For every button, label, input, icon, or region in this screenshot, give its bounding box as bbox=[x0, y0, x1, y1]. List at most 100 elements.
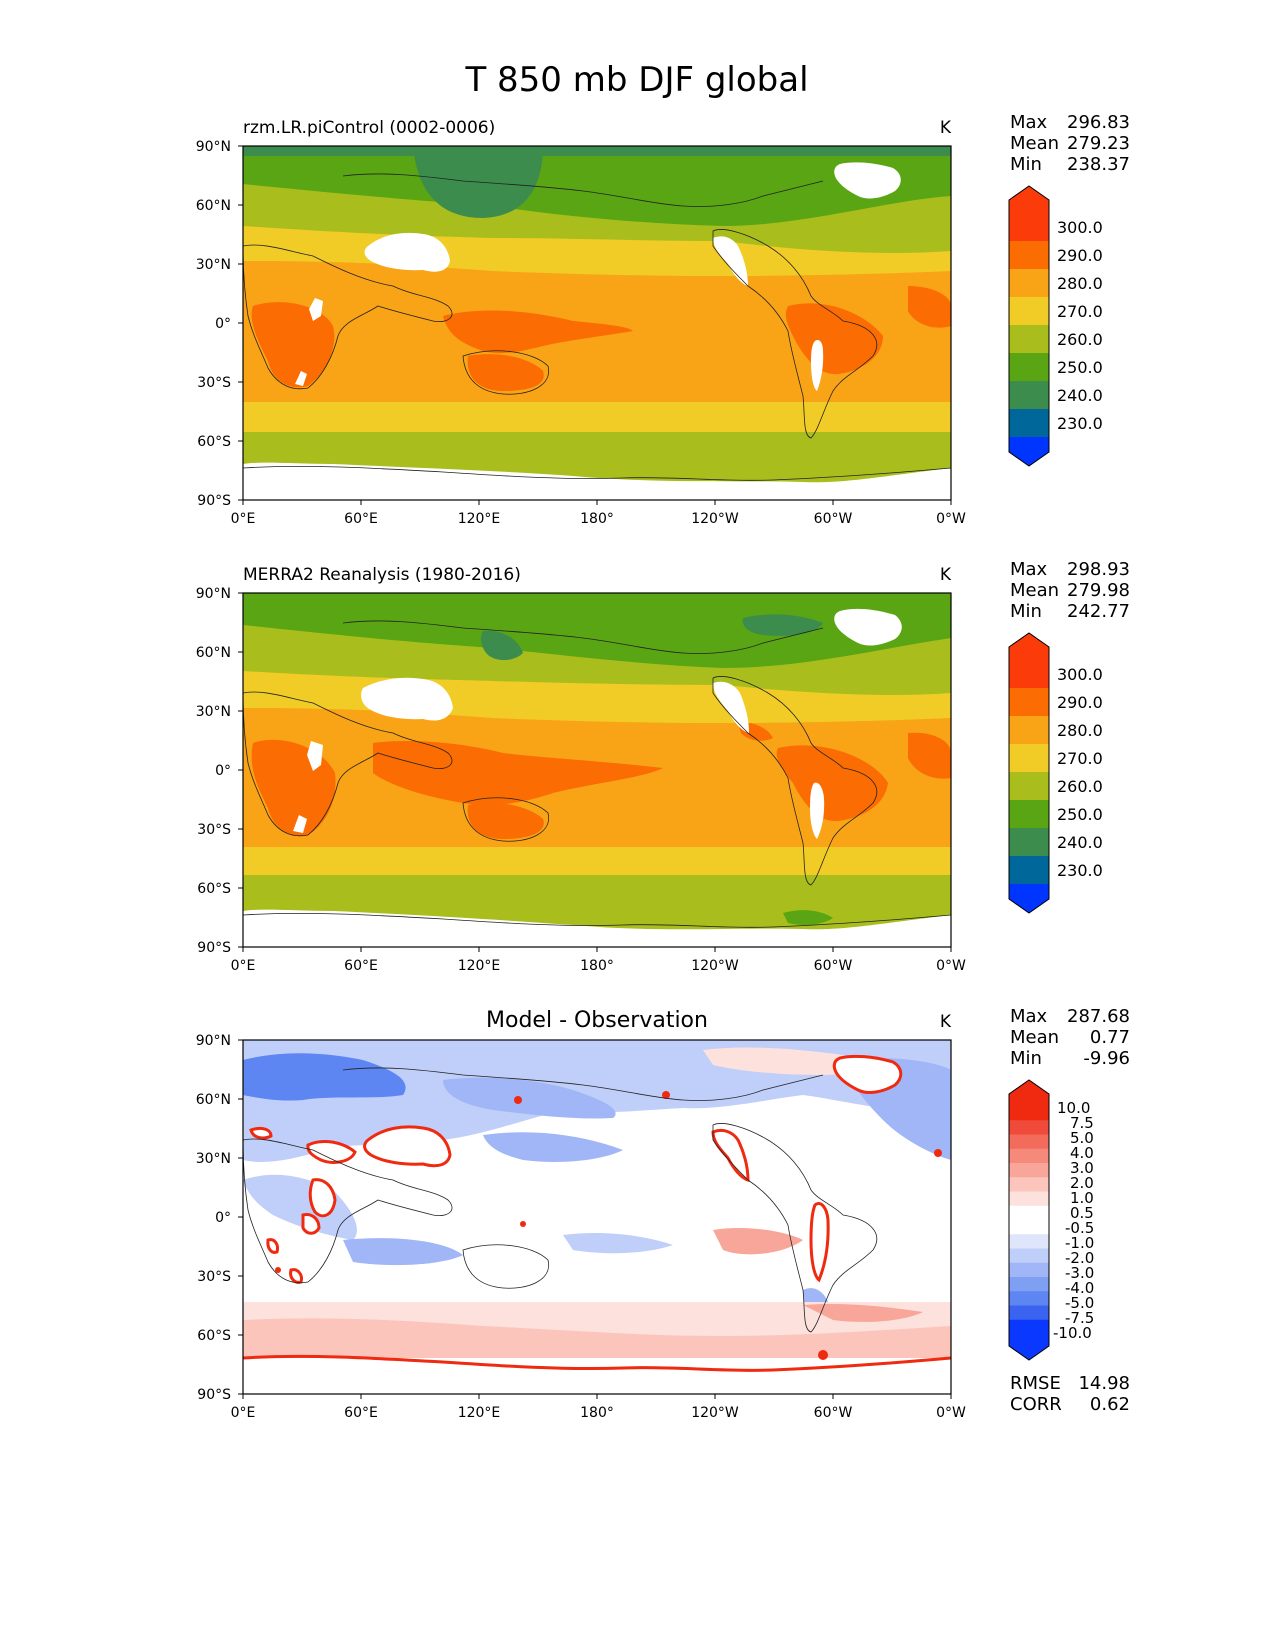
warm-south-america bbox=[785, 303, 883, 375]
lon-ticks: 0°E 60°E 120°E 180° 120°W 60°W 0°W bbox=[231, 1394, 966, 1421]
cbar-label: 260.0 bbox=[1057, 330, 1103, 349]
stat-label-min: Min bbox=[1010, 1048, 1042, 1069]
band-siberia bbox=[480, 630, 523, 661]
cbar-label: 250.0 bbox=[1057, 805, 1103, 824]
colorbar-extend-bottom bbox=[1009, 437, 1049, 466]
coastlines bbox=[243, 1067, 878, 1333]
map-field-obs bbox=[243, 593, 951, 947]
stat-value-max: 287.68 bbox=[1067, 1006, 1130, 1027]
band-subpolar-south bbox=[243, 402, 951, 432]
missing-tibet bbox=[364, 232, 450, 272]
panel-title-left: MERRA2 Reanalysis (1980-2016) bbox=[243, 565, 521, 585]
stat-value-min: 242.77 bbox=[1067, 601, 1130, 622]
stat-label-mean: Mean bbox=[1010, 1027, 1059, 1048]
cbar-label: 300.0 bbox=[1057, 665, 1103, 684]
colorbar-segment bbox=[1009, 1262, 1049, 1278]
lat-label-60s: 60°S bbox=[197, 1328, 231, 1344]
missing-data-small bbox=[275, 1091, 942, 1360]
colorbar-segment bbox=[1009, 1305, 1049, 1321]
cbar-label: 230.0 bbox=[1057, 861, 1103, 880]
panel-units: K bbox=[940, 1012, 952, 1032]
lat-ticks: 90°N 60°N 30°N 0° 30°S 60°S 90°S bbox=[196, 586, 243, 956]
lon-ticks: 0°E 60°E 120°E 180° 120°W 60°W 0°W bbox=[231, 500, 966, 527]
lon-label-180: 180° bbox=[580, 511, 614, 527]
colorbar-segment bbox=[1009, 716, 1049, 744]
warm-arctic-patch bbox=[703, 1047, 854, 1075]
cbar-label: -7.5 bbox=[1065, 1309, 1094, 1327]
cbar-label: 7.5 bbox=[1070, 1114, 1094, 1132]
lat-label-60s: 60°S bbox=[197, 881, 231, 897]
cbar-label: 2.0 bbox=[1070, 1174, 1094, 1192]
cbar-label: -4.0 bbox=[1065, 1279, 1094, 1297]
cbar-label: 5.0 bbox=[1070, 1129, 1094, 1147]
colorbar-segment bbox=[1009, 800, 1049, 828]
missing-greenland bbox=[834, 162, 901, 199]
panel-model: rzm.LR.piControl (0002-0006) K bbox=[196, 118, 966, 527]
colorbar-segment bbox=[1009, 297, 1049, 325]
colorbar-segment bbox=[1009, 325, 1049, 353]
lat-label-30n: 30°N bbox=[196, 1151, 231, 1167]
colorbar-segment bbox=[1009, 1134, 1049, 1150]
cbar-label: -10.0 bbox=[1053, 1324, 1092, 1342]
green-antarctic-patch bbox=[783, 910, 833, 926]
cbar-label: 300.0 bbox=[1057, 218, 1103, 237]
warm-australia bbox=[467, 802, 544, 839]
band-north-polar bbox=[243, 593, 951, 668]
cbar-label: 0.5 bbox=[1070, 1204, 1094, 1222]
lat-label-60n: 60°N bbox=[196, 1092, 231, 1108]
cbar-label: -3.0 bbox=[1065, 1264, 1094, 1282]
cool-north-mid bbox=[443, 1077, 616, 1119]
panel-title-center: Model - Observation bbox=[486, 1008, 708, 1033]
lon-ticks: 0°E 60°E 120°E 180° 120°W 60°W 0°W bbox=[231, 947, 966, 974]
colorbar-diff: 10.0 7.5 5.0 4.0 3.0 2.0 1.0 0.5 -0.5 -1… bbox=[1008, 1079, 1094, 1361]
band-southern-ocean bbox=[243, 871, 951, 930]
colorbar-extend-top bbox=[1009, 1080, 1049, 1106]
map-field-model bbox=[243, 146, 951, 500]
colorbar-segment bbox=[1009, 688, 1049, 716]
colorbar-segment bbox=[1009, 1291, 1049, 1306]
lon-label-0w: 0°W bbox=[936, 511, 966, 527]
lat-label-90s: 90°S bbox=[197, 493, 231, 509]
cool-south-indian bbox=[343, 1238, 463, 1266]
stat-label-min: Min bbox=[1010, 154, 1042, 175]
colorbar-extend-bottom bbox=[1009, 884, 1049, 913]
colorbar-labels: 300.0 290.0 280.0 270.0 260.0 250.0 240.… bbox=[1057, 665, 1103, 880]
warm-africa bbox=[251, 302, 335, 388]
warm-australia bbox=[467, 354, 544, 391]
colorbar-segment bbox=[1009, 660, 1049, 688]
lat-label-0: 0° bbox=[215, 1210, 231, 1226]
lon-label-120w: 120°W bbox=[691, 1405, 739, 1421]
map-field-diff bbox=[243, 1040, 951, 1394]
colorbar-segments bbox=[1009, 1106, 1049, 1335]
colorbar-segment bbox=[1009, 1234, 1049, 1249]
lat-label-30s: 30°S bbox=[197, 1269, 231, 1285]
stat-label-max: Max bbox=[1010, 1006, 1048, 1027]
colorbar-obs: 300.0 290.0 280.0 270.0 260.0 250.0 240.… bbox=[1008, 632, 1103, 914]
cbar-label: 290.0 bbox=[1057, 246, 1103, 265]
lon-label-0w: 0°W bbox=[936, 958, 966, 974]
cbar-label: 280.0 bbox=[1057, 274, 1103, 293]
missing-rockies bbox=[713, 681, 749, 733]
stat-label-max: Max bbox=[1010, 112, 1048, 133]
lon-label-60e: 60°E bbox=[344, 958, 378, 974]
colorbar-labels: 10.0 7.5 5.0 4.0 3.0 2.0 1.0 0.5 -0.5 -1… bbox=[1053, 1099, 1094, 1342]
colorbar-outline bbox=[1008, 185, 1050, 467]
cbar-label: 1.0 bbox=[1070, 1189, 1094, 1207]
lon-label-120e: 120°E bbox=[458, 1405, 501, 1421]
warm-atlantic bbox=[908, 286, 951, 328]
lat-label-90s: 90°S bbox=[197, 1387, 231, 1403]
colorbar-segment bbox=[1009, 1120, 1049, 1135]
panel-diff: Model - Observation K bbox=[196, 1008, 966, 1421]
colorbar-segment bbox=[1009, 1319, 1049, 1335]
colorbar-segment bbox=[1009, 1220, 1049, 1235]
stat-label-rmse: RMSE bbox=[1010, 1373, 1061, 1394]
colorbar-model: 300.0 290.0 280.0 270.0 260.0 250.0 240.… bbox=[1008, 185, 1103, 467]
warm-maritime bbox=[373, 741, 663, 805]
cbar-label: 230.0 bbox=[1057, 414, 1103, 433]
missing-andes bbox=[811, 340, 824, 391]
warm-south-pacific bbox=[803, 1303, 923, 1322]
lat-label-0: 0° bbox=[215, 316, 231, 332]
stats-obs: Max 298.93 Mean 279.98 Min 242.77 bbox=[1010, 559, 1130, 622]
lat-label-60n: 60°N bbox=[196, 645, 231, 661]
colorbar-segment bbox=[1009, 409, 1049, 437]
